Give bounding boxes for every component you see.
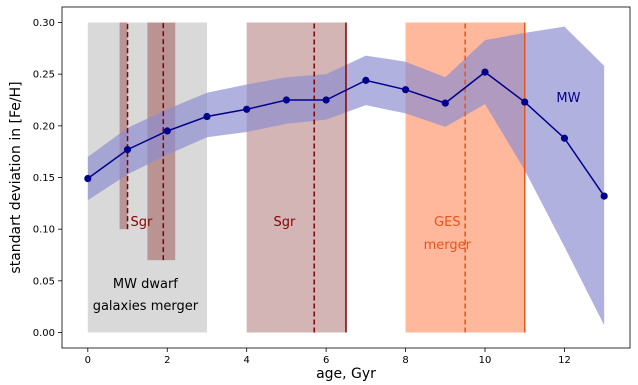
mw-point <box>441 99 449 107</box>
mw-point <box>362 76 370 84</box>
mw-line <box>87 71 605 197</box>
x-tick-label: 12 <box>558 355 571 366</box>
mw-series <box>84 68 608 200</box>
x-tick-label: 4 <box>244 355 250 366</box>
x-axis-ticks: 0 2 4 6 8 10 12 <box>85 348 571 366</box>
x-tick-label: 2 <box>164 355 170 366</box>
annotation-sgr-small: Sgr <box>131 215 154 230</box>
annotation-mw-label: MW <box>556 91 580 106</box>
mw-point <box>560 134 569 142</box>
mw-band <box>87 26 605 326</box>
mw-confidence-band <box>87 26 605 326</box>
x-tick-label: 0 <box>85 355 91 366</box>
mw-point <box>243 105 251 113</box>
mw-point <box>84 174 92 183</box>
mw-point <box>123 146 132 154</box>
y-tick-label: 0.25 <box>33 70 55 81</box>
annotation-mw-dwarf-2: galaxies merger <box>93 299 199 314</box>
y-tick-label: 0.05 <box>33 276 55 287</box>
x-tick-label: 6 <box>323 355 329 366</box>
annotation-ges-2: merger <box>424 238 472 253</box>
vertical-markers <box>126 22 526 333</box>
mw-point <box>163 127 171 135</box>
annotations: Sgr MW dwarf galaxies merger Sgr GES merger MW <box>93 91 581 314</box>
y-tick-label: 0.10 <box>33 225 55 236</box>
mw-point <box>481 68 489 76</box>
annotation-ges-1: GES <box>434 215 461 230</box>
x-tick-label: 8 <box>402 355 408 366</box>
mw-point <box>322 96 330 104</box>
mw-point <box>401 86 410 94</box>
x-axis-label: age, Gyr <box>316 366 376 382</box>
annotation-mw-dwarf-1: MW dwarf <box>113 277 178 292</box>
mw-point <box>203 112 211 121</box>
mw-point <box>521 98 529 106</box>
y-tick-label: 0.00 <box>33 328 55 339</box>
y-tick-label: 0.20 <box>33 121 55 132</box>
y-axis-ticks: 0.00 0.05 0.10 0.15 0.20 0.25 0.30 <box>33 18 62 339</box>
mw-point <box>282 96 291 104</box>
y-axis-label: standart deviation in [Fe/H] <box>8 81 24 273</box>
y-tick-label: 0.30 <box>33 18 55 29</box>
mw-point <box>600 192 608 200</box>
x-tick-label: 10 <box>479 355 492 366</box>
region-sgr-early-1 <box>119 22 128 230</box>
y-tick-label: 0.15 <box>33 173 55 184</box>
annotation-sgr-main: Sgr <box>274 215 297 230</box>
region-sgr-main <box>246 22 346 333</box>
